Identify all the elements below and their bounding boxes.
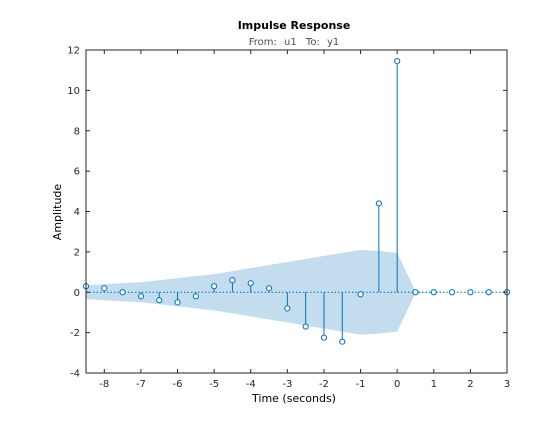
- y-tick-label: 12: [67, 46, 80, 57]
- x-tick-layer: -8 -7 -6 -5 -4 -3 -2 -1 0 1 2 3: [99, 50, 510, 390]
- stem-marker: [284, 305, 291, 312]
- stem-point: [101, 285, 108, 293]
- stem-marker: [174, 299, 181, 306]
- stem-point: [412, 289, 419, 296]
- stem-point: [265, 285, 273, 293]
- x-axis-label: Time (seconds): [251, 392, 336, 405]
- subtitle-from-label: From:: [249, 37, 277, 48]
- stem-marker: [119, 289, 126, 296]
- stem-point: [375, 200, 382, 293]
- stem-point: [485, 289, 492, 296]
- x-tick-label: -7: [136, 379, 146, 390]
- stem-point: [229, 277, 236, 293]
- y-tick-label: -2: [70, 328, 80, 339]
- stem-point: [247, 280, 254, 293]
- x-tick-label: -2: [319, 379, 329, 390]
- chart-title: Impulse Response: [238, 19, 351, 32]
- y-tick-label: 8: [74, 126, 80, 137]
- stem-point: [192, 292, 199, 300]
- stem-series-layer: [82, 58, 511, 345]
- stem-marker: [137, 293, 145, 300]
- stem-marker: [485, 289, 492, 296]
- y-tick-label: 2: [74, 247, 80, 258]
- stem-point: [137, 292, 145, 300]
- x-tick-label: 1: [431, 379, 437, 390]
- x-tick-label: -4: [246, 379, 256, 390]
- x-tick-label: 3: [504, 379, 510, 390]
- stem-marker: [101, 285, 108, 292]
- stem-marker: [265, 285, 273, 292]
- stem-marker: [448, 289, 456, 296]
- y-tick-label: 10: [67, 86, 80, 97]
- x-tick-label: -5: [209, 379, 219, 390]
- stem-point: [174, 292, 181, 306]
- stem-marker: [467, 289, 474, 296]
- stem-marker: [320, 334, 328, 341]
- x-tick-label: -3: [282, 379, 292, 390]
- y-tick-label: 0: [74, 288, 80, 299]
- stem-point: [394, 58, 401, 293]
- stem-point: [284, 292, 291, 312]
- stem-point: [467, 289, 474, 296]
- stem-marker: [156, 297, 163, 304]
- y-axis-label: Amplitude: [51, 184, 64, 241]
- axes-box: [85, 49, 508, 374]
- y-tick-label: -4: [70, 369, 80, 380]
- stem-point: [211, 283, 218, 293]
- stem-point: [448, 289, 456, 296]
- stem-point: [119, 289, 126, 296]
- stem-marker: [412, 289, 419, 296]
- y-tick-label: 4: [74, 207, 80, 218]
- stem-marker: [211, 283, 218, 290]
- x-tick-label: 0: [394, 379, 400, 390]
- y-tick-label: 6: [74, 167, 80, 178]
- stem-point: [302, 292, 309, 330]
- stem-marker: [302, 323, 309, 330]
- x-tick-label: -6: [173, 379, 183, 390]
- stem-marker: [357, 291, 364, 298]
- stem-marker: [394, 58, 401, 65]
- stem-point: [430, 289, 437, 296]
- stem-point: [320, 292, 328, 341]
- stem-marker: [229, 277, 236, 284]
- subtitle-to-value: y1: [327, 37, 339, 48]
- stem-marker: [247, 280, 254, 287]
- subtitle-to-label: To:: [305, 37, 320, 48]
- x-tick-label: -1: [356, 379, 366, 390]
- y-tick-layer: -4 -2 0 2 4 6 8 10 12: [67, 46, 507, 380]
- stem-point: [339, 292, 346, 345]
- stem-marker: [375, 200, 382, 207]
- x-tick-label: 2: [467, 379, 473, 390]
- stem-marker: [430, 289, 437, 296]
- subtitle-from-value: u1: [284, 37, 297, 48]
- chart-subtitle: From: u1 To: y1: [249, 37, 340, 48]
- x-tick-label: -8: [99, 379, 109, 390]
- stem-point: [156, 292, 163, 304]
- stem-point: [357, 291, 364, 298]
- stem-marker: [192, 293, 199, 300]
- stem-marker: [339, 338, 346, 345]
